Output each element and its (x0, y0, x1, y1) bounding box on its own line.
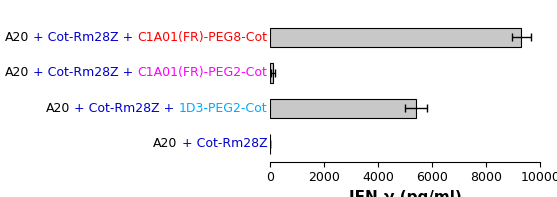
Text: + Cot-Rm28Z: + Cot-Rm28Z (178, 137, 267, 150)
Bar (270, 63, 273, 83)
Text: A20: A20 (4, 66, 29, 79)
Text: C1A01(FR)-PEG2-Cot: C1A01(FR)-PEG2-Cot (137, 66, 267, 79)
Text: A20: A20 (4, 31, 29, 44)
Text: + Cot-Rm28Z +: + Cot-Rm28Z + (70, 102, 179, 115)
Text: + Cot-Rm28Z +: + Cot-Rm28Z + (29, 31, 137, 44)
Text: A20: A20 (153, 137, 178, 150)
Text: A20: A20 (46, 102, 70, 115)
X-axis label: IFN-γ (pg/ml): IFN-γ (pg/ml) (349, 190, 462, 197)
Text: + Cot-Rm28Z +: + Cot-Rm28Z + (29, 66, 137, 79)
Text: C1A01(FR)-PEG8-Cot: C1A01(FR)-PEG8-Cot (137, 31, 267, 44)
Bar (270, 28, 521, 47)
Text: 1D3-PEG2-Cot: 1D3-PEG2-Cot (179, 102, 267, 115)
Bar (270, 99, 416, 118)
